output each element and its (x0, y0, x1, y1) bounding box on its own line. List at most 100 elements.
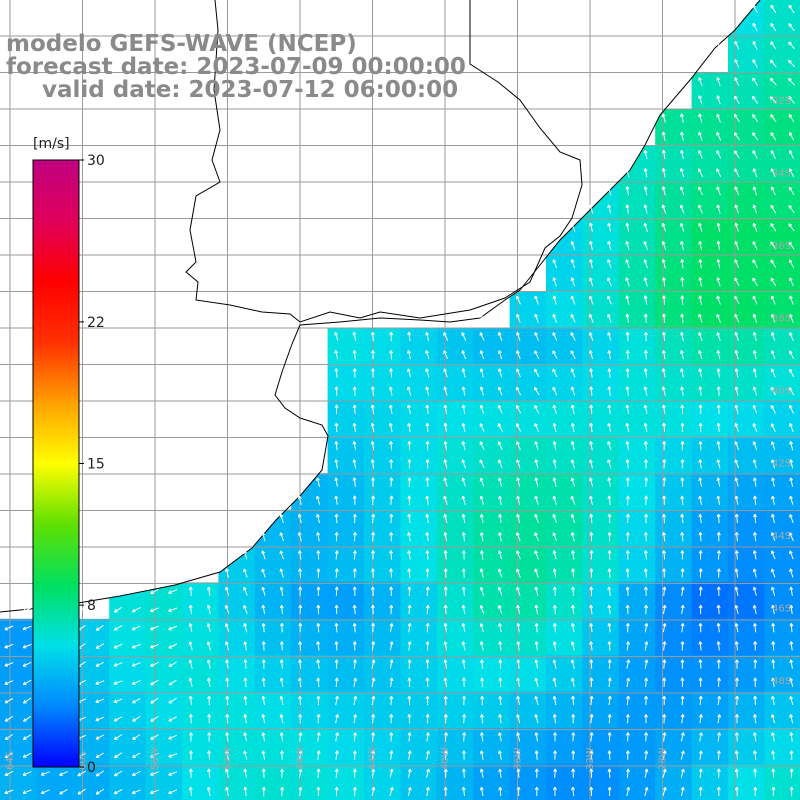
wind-arrow (771, 513, 775, 524)
wind-arrow (698, 441, 703, 451)
speed-cell (691, 291, 729, 329)
wind-arrow (497, 604, 503, 615)
wind-arrow (716, 532, 721, 542)
speed-cell (691, 473, 729, 511)
wind-arrow (516, 623, 521, 633)
wind-arrow (516, 659, 521, 669)
wind-arrow (789, 768, 794, 778)
speed-cell (400, 618, 438, 656)
wind-arrow (462, 695, 467, 706)
wind-arrow (607, 513, 612, 524)
speed-cell (364, 327, 401, 365)
wind-arrow (334, 477, 339, 487)
wind-arrow (698, 313, 703, 323)
wind-arrow (570, 404, 575, 414)
colorbar-tick-0: 0 (87, 760, 96, 776)
speed-cell (728, 655, 765, 693)
wind-arrow (734, 568, 739, 578)
wind-arrow (752, 313, 758, 323)
wind-arrow (425, 350, 430, 360)
wind-arrow (625, 495, 630, 505)
speed-cell (254, 546, 292, 583)
wind-arrow (552, 586, 557, 596)
wind-arrow (261, 732, 266, 742)
speed-cell (436, 655, 474, 693)
border-outline (185, 0, 583, 323)
speed-cell (473, 473, 511, 511)
wind-arrow (589, 568, 594, 578)
wind-arrow (168, 643, 178, 649)
wind-arrow (643, 550, 648, 560)
wind-arrow (352, 441, 357, 451)
wind-arrow (588, 204, 594, 214)
wind-arrow (680, 404, 685, 414)
wind-arrow (461, 641, 466, 651)
speed-cell (582, 582, 620, 620)
wind-arrow (698, 513, 703, 524)
wind-arrow (534, 586, 539, 596)
wind-arrow (698, 222, 703, 232)
wind-arrow (389, 659, 394, 669)
wind-arrow (243, 568, 248, 578)
wind-arrow (570, 459, 575, 469)
speed-cell (364, 436, 401, 474)
speed-cell (728, 254, 765, 292)
wind-arrow (753, 786, 758, 797)
wind-arrow (370, 404, 375, 414)
speed-cell (691, 145, 729, 183)
speed-cell (618, 327, 656, 365)
wind-arrow (243, 786, 248, 797)
wind-arrow (4, 770, 14, 776)
speed-cell (582, 691, 620, 729)
speed-cell (691, 764, 729, 800)
wind-arrow (498, 623, 502, 633)
wind-arrow (168, 589, 178, 594)
wind-arrow (734, 641, 739, 651)
colorbar-tick-22: 22 (87, 315, 105, 331)
wind-arrow (279, 714, 284, 724)
wind-arrow (789, 623, 794, 633)
wind-arrow (188, 677, 193, 687)
wind-arrow (534, 386, 540, 396)
speed-cell (582, 400, 620, 438)
wind-arrow (370, 459, 375, 469)
wind-arrow (479, 350, 485, 360)
wind-arrow (461, 659, 466, 669)
wind-arrow (479, 532, 484, 542)
wind-arrow (132, 734, 141, 740)
speed-cell (546, 291, 583, 329)
wind-arrow (734, 441, 740, 451)
wind-arrow (261, 695, 266, 706)
wind-arrow (480, 677, 485, 687)
speed-cell (546, 691, 583, 729)
wind-arrow (770, 4, 777, 14)
wind-arrow (425, 586, 430, 596)
wind-arrow (516, 714, 521, 724)
speed-cell (509, 400, 547, 438)
wind-arrow (534, 714, 539, 724)
wind-arrow (298, 695, 303, 706)
speed-cell (691, 254, 729, 292)
speed-cell (618, 473, 656, 511)
wind-arrow (352, 350, 357, 360)
wind-arrow (552, 313, 558, 323)
speed-cell (655, 400, 693, 438)
wind-arrow (643, 186, 648, 196)
wind-arrow (589, 368, 593, 378)
wind-arrow (698, 459, 703, 469)
wind-arrow (534, 677, 539, 687)
wind-arrow (407, 641, 412, 651)
wind-arrow (279, 623, 284, 633)
wind-arrow (388, 404, 393, 414)
speed-cell (582, 254, 620, 292)
wind-arrow (389, 586, 394, 596)
wind-arrow (279, 604, 284, 615)
wind-arrow (570, 350, 576, 360)
wind-arrow (316, 623, 321, 633)
speed-cell (509, 582, 547, 620)
wind-arrow (168, 697, 177, 704)
wind-arrow (261, 604, 266, 615)
wind-arrow (516, 368, 521, 378)
wind-arrow (534, 332, 539, 341)
